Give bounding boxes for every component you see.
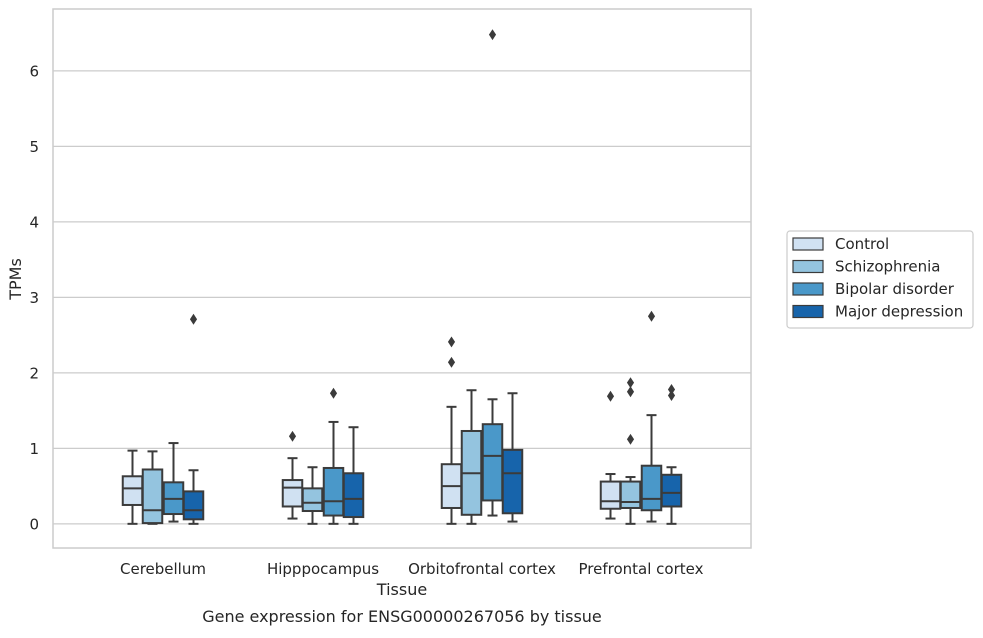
box-0-1 xyxy=(141,450,164,525)
y-axis-label: TPMs xyxy=(6,258,25,301)
box-iqr xyxy=(619,480,642,509)
plot-area xyxy=(53,9,751,548)
outlier-point xyxy=(626,433,635,445)
box-iqr xyxy=(599,480,622,510)
legend-label: Schizophrenia xyxy=(835,258,940,276)
box-iqr xyxy=(660,473,683,508)
box-iqr xyxy=(342,472,365,519)
x-tick-label: Cerebellum xyxy=(120,560,206,578)
box-3-1 xyxy=(619,377,642,525)
box-2-1 xyxy=(460,389,483,525)
box-1-2 xyxy=(322,387,345,525)
outlier-point xyxy=(647,310,656,322)
x-axis-label: Tissue xyxy=(376,580,427,599)
chart-caption: Gene expression for ENSG00000267056 by t… xyxy=(202,607,602,626)
box-3-0 xyxy=(599,390,622,520)
x-tick-label: Hipppocampus xyxy=(267,560,379,578)
outlier-point xyxy=(667,384,676,395)
outlier-point xyxy=(288,430,297,442)
box-iqr xyxy=(121,475,144,506)
box-iqr xyxy=(501,448,524,515)
outlier-point xyxy=(447,356,456,368)
legend-swatch xyxy=(792,282,824,296)
box-iqr xyxy=(301,487,324,513)
legend-swatch xyxy=(792,304,824,319)
box-iqr xyxy=(182,490,205,521)
outlier-point xyxy=(667,390,676,401)
outlier-point xyxy=(626,377,635,389)
box-iqr xyxy=(640,464,663,512)
y-tick-label: 0 xyxy=(29,515,39,533)
y-tick-label: 6 xyxy=(29,62,39,80)
outlier-point xyxy=(329,387,338,399)
legend-swatch xyxy=(792,259,824,274)
y-tick-label: 1 xyxy=(29,440,39,458)
outlier-point xyxy=(606,390,615,402)
box-iqr xyxy=(281,479,304,508)
box-3-3 xyxy=(660,384,683,525)
box-0-0 xyxy=(121,449,144,525)
box-0-3 xyxy=(182,313,205,525)
legend: Control Schizophrenia Bipolar disorder Majo… xyxy=(786,230,974,329)
box-1-1 xyxy=(301,466,324,525)
y-tick-label: 4 xyxy=(29,213,39,231)
legend-swatch xyxy=(792,237,824,251)
box-iqr xyxy=(481,423,504,502)
plot-frame xyxy=(52,8,752,549)
y-tick-label: 2 xyxy=(29,364,39,382)
box-0-2 xyxy=(162,442,185,523)
box-2-3 xyxy=(501,392,524,523)
outlier-point xyxy=(447,336,456,348)
box-iqr xyxy=(141,468,164,525)
legend-label: Bipolar disorder xyxy=(835,280,955,298)
x-tick-label: Orbitofrontal cortex xyxy=(408,560,556,578)
outlier-point xyxy=(626,386,635,398)
legend-label: Control xyxy=(835,235,889,253)
legend-label: Major depression xyxy=(835,303,963,321)
y-tick-label: 5 xyxy=(29,138,39,156)
box-iqr xyxy=(322,466,345,517)
x-tick-label: Prefrontal cortex xyxy=(579,560,704,578)
outlier-point xyxy=(488,29,497,41)
box-1-3 xyxy=(342,426,365,525)
y-tick-label: 3 xyxy=(29,289,39,307)
legend-frame xyxy=(786,230,974,329)
outlier-point xyxy=(189,313,198,325)
